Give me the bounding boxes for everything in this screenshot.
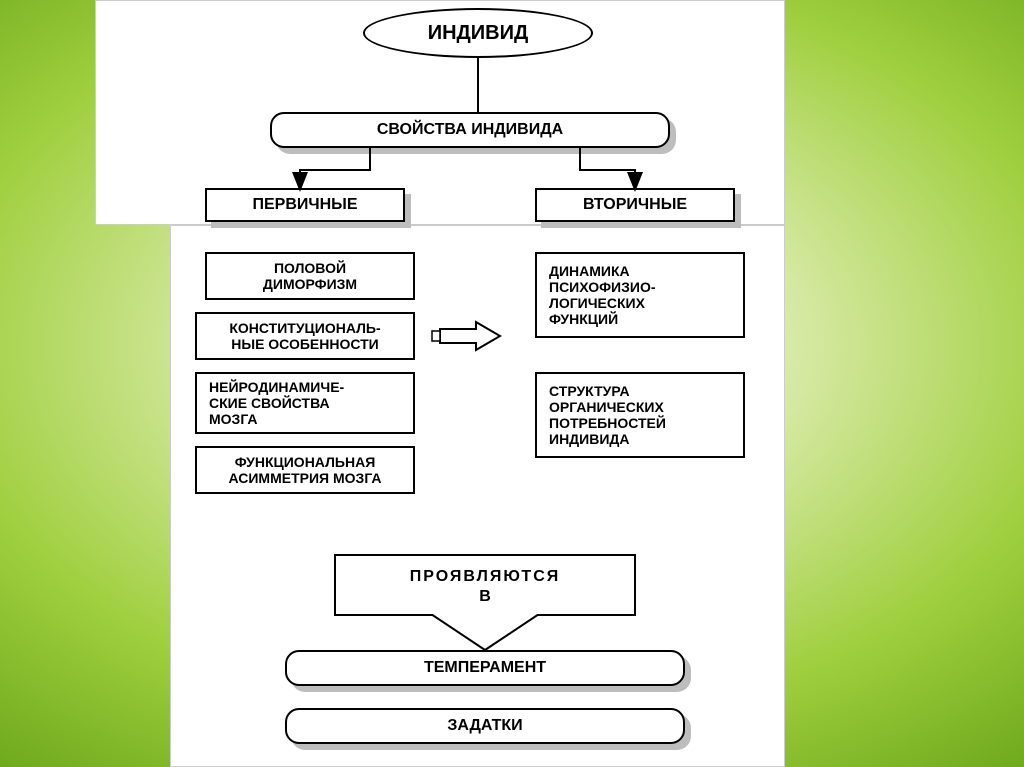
- node-p2: КОНСТИТУЦИОНАЛЬ- НЫЕ ОСОБЕННОСТИ: [195, 312, 415, 360]
- node-primary: ПЕРВИЧНЫЕ: [205, 188, 405, 222]
- node-secondary: ВТОРИЧНЫЕ: [535, 188, 735, 222]
- node-s2: СТРУКТУРА ОРГАНИЧЕСКИХ ПОТРЕБНОСТЕЙ ИНДИ…: [535, 372, 745, 458]
- node-props: СВОЙСТВА ИНДИВИДА: [270, 112, 670, 148]
- node-p3: НЕЙРОДИНАМИЧЕ- СКИЕ СВОЙСТВА МОЗГА: [195, 372, 415, 434]
- node-root: ИНДИВИД: [363, 8, 593, 58]
- node-zadatki: ЗАДАТКИ: [285, 708, 685, 744]
- node-s1: ДИНАМИКА ПСИХОФИЗИО- ЛОГИЧЕСКИХ ФУНКЦИЙ: [535, 252, 745, 338]
- node-p1: ПОЛОВОЙ ДИМОРФИЗМ: [205, 252, 415, 300]
- node-p4: ФУНКЦИОНАЛЬНАЯ АСИММЕТРИЯ МОЗГА: [195, 446, 415, 494]
- node-temperament: ТЕМПЕРАМЕНТ: [285, 650, 685, 686]
